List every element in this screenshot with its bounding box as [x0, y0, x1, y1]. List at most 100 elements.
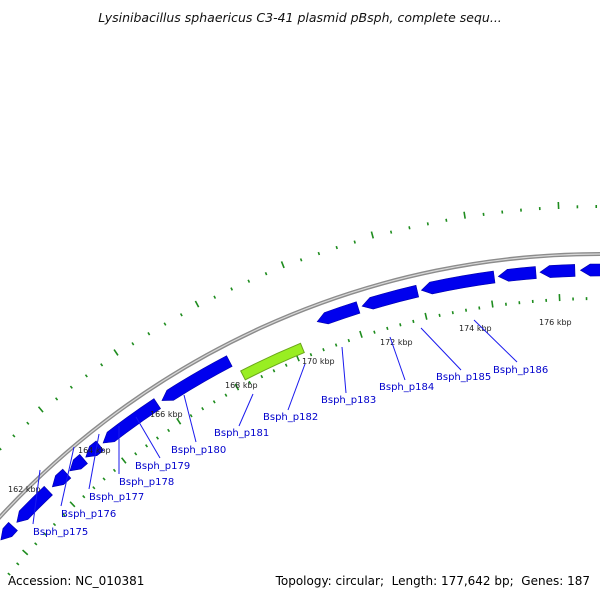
outer-tick-17 — [194, 300, 200, 308]
leader-line-4 — [135, 416, 161, 459]
accession-info: Accession: NC_010381 — [8, 574, 144, 588]
inner-tick-marks — [7, 294, 588, 576]
outer-tick-29 — [408, 226, 411, 230]
kbp-label-168: 168 kbp — [225, 381, 258, 390]
gene-block-6 — [161, 355, 233, 401]
gene-block-9 — [420, 270, 496, 295]
gene-block-0 — [0, 521, 18, 541]
gene-label-bsph-p185[interactable]: Bsph_p185 — [436, 372, 491, 383]
outer-tick-31 — [445, 218, 448, 222]
inner-tick-0 — [7, 572, 11, 576]
inner-tick-33 — [373, 330, 376, 334]
inner-tick-29 — [322, 348, 325, 352]
topology-value: circular — [335, 574, 380, 588]
gene-label-bsph-p183[interactable]: Bsph_p183 — [321, 395, 376, 406]
gene-block-3 — [69, 453, 88, 472]
kbp-label-162: 162 kbp — [8, 485, 41, 494]
outer-tick-21 — [264, 271, 268, 276]
inner-tick-20 — [212, 400, 216, 404]
gene-labels: Bsph_p175 Bsph_p176 Bsph_p177 Bsph_p178 … — [33, 365, 548, 538]
outer-tick-19 — [230, 287, 234, 291]
outer-tick-22 — [280, 261, 285, 269]
inner-tick-5 — [52, 522, 57, 527]
kbp-label-170: 170 kbp — [302, 357, 335, 366]
leader-line-7 — [287, 363, 306, 411]
inner-tick-38 — [438, 313, 441, 317]
inner-tick-26 — [284, 363, 288, 367]
gene-label-bsph-p176[interactable]: Bsph_p176 — [61, 509, 116, 520]
leader-line-5 — [183, 394, 197, 443]
outer-tick-11 — [100, 363, 104, 367]
leader-line-2 — [88, 433, 100, 490]
inner-tick-23 — [248, 380, 252, 385]
outer-tick-14 — [147, 332, 151, 336]
gene-label-bsph-p186[interactable]: Bsph_p186 — [493, 365, 548, 376]
leader-line-6 — [238, 393, 254, 427]
gene-block-11 — [539, 264, 576, 278]
length-value: 177,642 bp — [440, 574, 510, 588]
outer-tick-6 — [26, 421, 30, 425]
outer-tick-25 — [335, 245, 338, 250]
genes-label: Genes: — [521, 574, 564, 588]
inner-tick-4 — [43, 532, 47, 536]
kbp-label-166: 166 kbp — [150, 410, 183, 419]
inner-tick-19 — [201, 406, 205, 411]
kbp-label-174: 174 kbp — [459, 324, 492, 333]
length-label: Length: — [391, 574, 438, 588]
outer-tick-24 — [317, 251, 321, 256]
gene-block-2 — [51, 468, 72, 488]
inner-tick-1 — [16, 562, 20, 566]
inner-tick-18 — [189, 414, 193, 418]
inner-tick-17 — [176, 417, 182, 425]
inner-tick-3 — [34, 542, 38, 546]
outer-tick-7 — [37, 406, 44, 413]
inner-tick-7 — [69, 501, 76, 508]
backbone-shine — [0, 253, 600, 518]
inner-tick-13 — [134, 452, 138, 456]
leader-line-11 — [473, 319, 518, 363]
gene-label-bsph-p177[interactable]: Bsph_p177 — [89, 492, 144, 503]
gene-label-bsph-p184[interactable]: Bsph_p184 — [379, 382, 434, 393]
outer-tick-28 — [389, 230, 393, 234]
outer-tick-5 — [12, 434, 16, 438]
outer-tick-20 — [247, 279, 251, 283]
outer-tick-32 — [463, 211, 466, 219]
gene-label-bsph-p179[interactable]: Bsph_p179 — [135, 461, 190, 472]
inner-tick-35 — [399, 323, 402, 327]
outer-tick-9 — [69, 385, 73, 389]
sequence-summary: Topology: circular; Length: 177,642 bp; … — [275, 574, 590, 588]
accession-value: NC_010381 — [75, 574, 145, 588]
gene-label-bsph-p178[interactable]: Bsph_p178 — [119, 477, 174, 488]
inner-tick-25 — [272, 369, 276, 373]
kbp-label-176: 176 kbp — [539, 318, 572, 327]
leader-line-0 — [32, 469, 41, 525]
outer-tick-4 — [0, 447, 2, 451]
plasmid-backbone — [0, 252, 600, 521]
highlighted-gene — [240, 342, 305, 381]
leader-line-1 — [60, 446, 75, 507]
inner-tick-36 — [412, 319, 415, 324]
accession-label: Accession: — [8, 574, 72, 588]
inner-tick-28 — [309, 352, 313, 357]
gene-label-bsph-p181[interactable]: Bsph_p181 — [214, 428, 269, 439]
inner-tick-40 — [464, 308, 468, 312]
topology-label: Topology: — [275, 574, 332, 588]
kbp-ruler: 162 kbp 164 kbp 166 kbp 168 kbp 170 kbp … — [8, 318, 572, 494]
inner-tick-12 — [121, 457, 127, 464]
gene-label-bsph-p180[interactable]: Bsph_p180 — [171, 445, 226, 456]
outer-tick-30 — [426, 222, 429, 226]
gene-block-10 — [497, 266, 537, 282]
inner-tick-31 — [347, 338, 351, 343]
gene-label-bsph-p175[interactable]: Bsph_p175 — [33, 527, 88, 538]
gene-label-bsph-p182[interactable]: Bsph_p182 — [263, 412, 318, 423]
gene-block-1 — [16, 485, 53, 523]
outer-tick-8 — [55, 397, 59, 401]
gene-label-leaders — [32, 319, 518, 525]
outer-tick-marks — [0, 201, 598, 451]
outer-tick-26 — [353, 240, 356, 244]
inner-tick-16 — [167, 428, 171, 433]
inner-tick-14 — [144, 444, 149, 448]
outer-tick-27 — [370, 231, 375, 239]
leader-line-9 — [389, 336, 406, 381]
leader-line-10 — [420, 327, 462, 371]
